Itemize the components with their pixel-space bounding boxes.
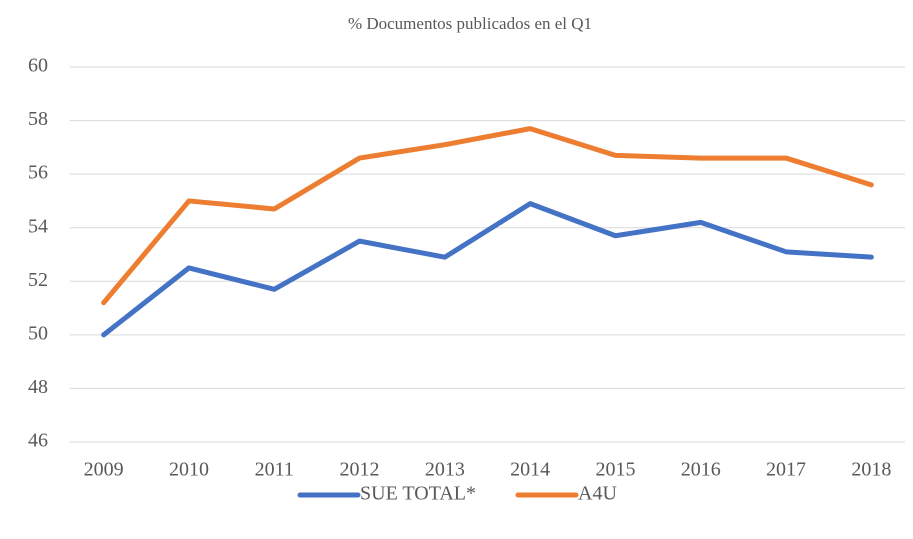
x-tick-label: 2016 <box>681 459 721 481</box>
x-tick-label: 2010 <box>169 459 209 481</box>
x-tick-label: 2017 <box>766 459 806 481</box>
x-tick-label: 2013 <box>425 459 465 481</box>
legend-label: A4U <box>578 483 617 505</box>
y-tick-label: 52 <box>28 269 48 291</box>
y-tick-label: 54 <box>28 215 48 237</box>
y-tick-label: 56 <box>28 162 48 184</box>
series-line <box>101 201 874 338</box>
x-tick-label: 2009 <box>84 459 124 481</box>
x-tick-label: 2015 <box>595 459 635 481</box>
y-tick-label: 46 <box>28 430 48 452</box>
x-tick-label: 2012 <box>340 459 380 481</box>
x-tick-label: 2011 <box>255 459 294 481</box>
y-tick-label: 50 <box>28 322 48 344</box>
y-tick-label: 58 <box>28 108 48 130</box>
legend-label: SUE TOTAL* <box>360 483 476 505</box>
series-line <box>101 126 874 306</box>
y-tick-label: 48 <box>28 376 48 398</box>
chart-title: % Documentos publicados en el Q1 <box>348 14 592 33</box>
x-tick-label: 2018 <box>851 459 891 481</box>
x-tick-label: 2014 <box>510 459 550 481</box>
y-tick-label: 60 <box>28 55 48 77</box>
